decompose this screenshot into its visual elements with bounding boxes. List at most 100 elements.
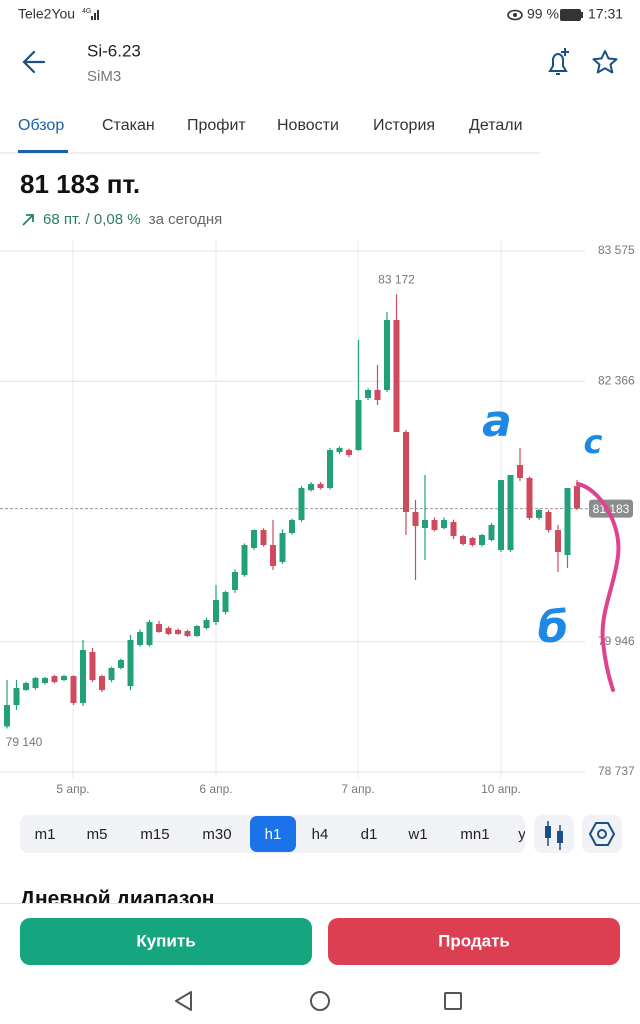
- candle-body: [422, 520, 428, 528]
- candle-body: [4, 705, 10, 727]
- carrier: Tele2You: [18, 6, 75, 22]
- candle-body: [403, 432, 409, 513]
- candle-body: [336, 447, 343, 453]
- candle-body: [61, 676, 67, 681]
- candle-body: [384, 320, 390, 391]
- candle-body: [479, 534, 485, 545]
- candle-body: [118, 660, 124, 668]
- candle-body: [194, 625, 200, 636]
- chart-type-bg: [534, 815, 574, 853]
- candle-body: [545, 512, 552, 531]
- candle-body: [279, 533, 286, 563]
- battery-tip: [581, 12, 583, 18]
- timeframe-button[interactable]: y: [518, 826, 526, 843]
- tab[interactable]: Детали: [469, 117, 523, 134]
- battery-icon: [560, 9, 581, 21]
- sell-bg: [328, 918, 620, 965]
- handwritten-mark: с: [584, 423, 603, 461]
- candle-body: [251, 530, 257, 549]
- candle-body: [289, 520, 295, 534]
- candle-body: [127, 639, 134, 687]
- timeframe-button[interactable]: w1: [407, 826, 427, 843]
- candle-body: [51, 676, 58, 682]
- candle-body: [355, 400, 362, 451]
- timeframe-button[interactable]: d1: [361, 826, 378, 843]
- timeframe-button[interactable]: m15: [140, 826, 169, 843]
- candle-body: [393, 320, 400, 433]
- candle-body: [99, 676, 105, 691]
- tab[interactable]: Новости: [277, 117, 339, 134]
- candle-body: [175, 629, 181, 634]
- tab[interactable]: История: [373, 117, 435, 134]
- eye-pupil: [513, 13, 517, 17]
- candle-body: [460, 536, 466, 545]
- x-tick-label: 10 апр.: [481, 782, 521, 796]
- chart-settings-button[interactable]: [582, 815, 622, 853]
- nav-back[interactable]: [175, 991, 192, 1011]
- settings-icon: [588, 822, 616, 846]
- x-tick-label: 5 апр.: [56, 782, 89, 796]
- candle-body: [80, 649, 86, 703]
- candle-body: [184, 631, 191, 636]
- back-button[interactable]: [22, 50, 46, 74]
- settings-hole: [597, 829, 607, 839]
- chart-type-button[interactable]: [534, 815, 574, 853]
- alert-button[interactable]: [548, 48, 569, 75]
- candle-body: [517, 464, 523, 479]
- favorite-button[interactable]: [592, 50, 618, 74]
- candle-body: [298, 488, 305, 521]
- candle-body: [32, 677, 39, 689]
- candle-body: [555, 530, 561, 552]
- nav-home[interactable]: [310, 991, 330, 1011]
- price-label-bg: [589, 499, 633, 518]
- candle-body: [431, 520, 438, 531]
- y-tick-label: 78 737: [598, 764, 635, 778]
- candle-body: [564, 488, 571, 556]
- candle-body: [156, 624, 162, 633]
- candle-body: [270, 544, 276, 566]
- timeframe-button[interactable]: m1: [35, 826, 56, 843]
- timeframe-button[interactable]: h1: [265, 826, 282, 843]
- settings-bg: [582, 815, 622, 853]
- candle-body: [488, 524, 495, 541]
- candle-body: [412, 512, 419, 527]
- clock: 17:31: [588, 6, 623, 22]
- battery-percent: 99 %: [527, 6, 559, 22]
- candle-body: [327, 450, 333, 489]
- eye-icon: [507, 9, 523, 21]
- timeframe-button[interactable]: m5: [87, 826, 108, 843]
- buy-button[interactable]: Купить: [20, 918, 312, 965]
- x-tick-label: 6 апр.: [199, 782, 232, 796]
- status-bar: Tele2You 4G 99 % 17:31: [18, 6, 623, 22]
- bell-icon: [548, 53, 568, 72]
- network-icon: 4G: [82, 8, 91, 15]
- timeframe-button[interactable]: mn1: [460, 826, 489, 843]
- candle-body: [232, 572, 238, 591]
- tab[interactable]: Стакан: [102, 117, 155, 134]
- candle-body: [241, 544, 248, 576]
- nav-recent[interactable]: [444, 992, 462, 1010]
- signal-icon: [91, 10, 99, 20]
- candle-body: [213, 600, 219, 622]
- buy-bg: [20, 918, 312, 965]
- sell-button[interactable]: Продать: [328, 918, 620, 965]
- candle-body: [526, 478, 533, 518]
- candle-body: [89, 652, 96, 681]
- chart: 5 апр. 6 апр. 7 апр. 10 апр. 83 575 82 366 79 …: [0, 240, 635, 796]
- candle-body: [308, 484, 314, 491]
- tab[interactable]: Профит: [187, 117, 246, 134]
- timeframe-button[interactable]: m30: [202, 826, 231, 843]
- sell-label: Продать: [438, 931, 510, 950]
- timeframe-button[interactable]: h4: [312, 826, 329, 843]
- candle-body: [13, 688, 20, 706]
- price-label: 81 183: [593, 502, 630, 516]
- timeframe-active-bg: [250, 816, 296, 852]
- tab[interactable]: Обзор: [18, 117, 64, 134]
- candle-body: [346, 450, 352, 455]
- instrument-title: Si-6.23: [87, 41, 141, 60]
- candle-body: [203, 620, 210, 629]
- candle-body: [507, 474, 514, 551]
- candle-body: [450, 522, 457, 537]
